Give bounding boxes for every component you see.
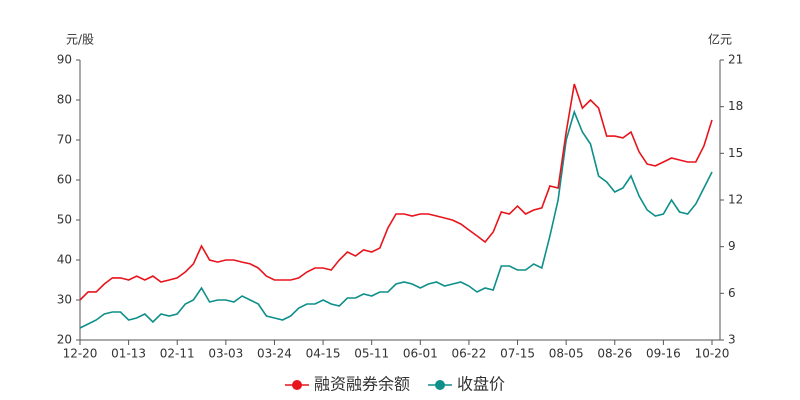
x-tick-label: 03-24	[257, 347, 292, 361]
y-tick-label: 30	[57, 293, 72, 307]
legend-marker	[435, 380, 446, 390]
y-tick-label: 40	[57, 253, 72, 267]
y-tick-label: 90	[57, 53, 72, 67]
x-tick-label: 03-03	[208, 347, 243, 361]
y-tick-label: 70	[57, 133, 72, 147]
y2-tick-label: 15	[728, 146, 743, 160]
x-tick-label: 08-26	[597, 347, 632, 361]
y-tick-label: 60	[57, 173, 72, 187]
x-tick-label: 09-16	[646, 347, 681, 361]
series-line	[79, 83, 713, 301]
legend-text: 融资融券余额	[314, 375, 410, 394]
x-tick-label: 12-20	[63, 347, 98, 361]
y2-tick-label: 21	[728, 53, 743, 67]
y2-axis-label: 亿元	[708, 32, 732, 47]
x-tick-label: 04-15	[306, 347, 341, 361]
y2-tick-label: 18	[728, 99, 743, 113]
x-tick-label: 06-22	[451, 347, 486, 361]
y2-tick-label: 3	[728, 333, 736, 347]
y-axis-label: 元/股	[66, 33, 94, 47]
y-tick-label: 50	[57, 213, 72, 227]
x-tick-label: 02-11	[160, 347, 195, 361]
y2-tick-label: 12	[728, 193, 743, 207]
y2-tick-label: 6	[728, 286, 736, 300]
legend-text: 收盘价	[457, 375, 505, 394]
x-tick-label: 08-05	[549, 347, 584, 361]
x-tick-label: 05-11	[354, 347, 389, 361]
x-tick-label: 10-20	[695, 347, 730, 361]
y2-tick-label: 9	[728, 239, 736, 253]
x-tick-label: 01-13	[111, 347, 146, 361]
x-tick-label: 07-15	[500, 347, 535, 361]
y-tick-label: 20	[57, 333, 72, 347]
y-tick-label: 80	[57, 93, 72, 107]
series-line	[79, 109, 713, 329]
legend-marker	[292, 380, 302, 390]
x-tick-label: 06-01	[403, 347, 438, 361]
